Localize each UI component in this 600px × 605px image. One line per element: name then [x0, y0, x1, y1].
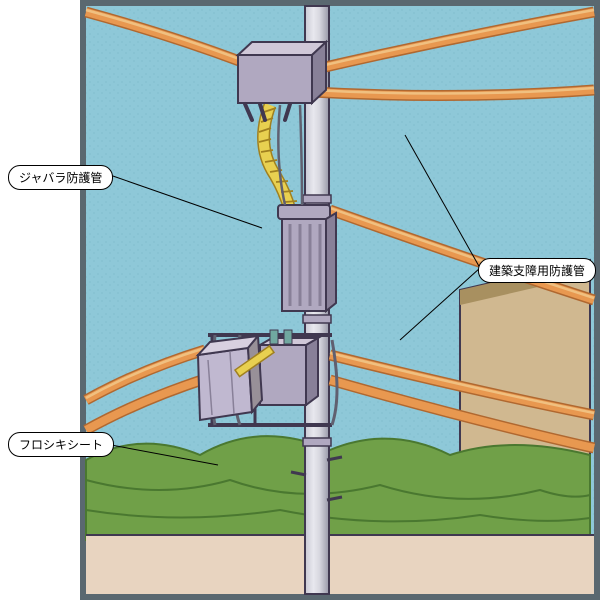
label-kenchiku-text: 建築支障用防護管 [489, 264, 585, 278]
transformer [278, 205, 336, 311]
hedge [86, 436, 590, 540]
label-furoshiki: フロシキシート [8, 432, 114, 457]
label-kenchiku: 建築支障用防護管 [478, 258, 596, 283]
furoshiki-sheet [198, 336, 262, 420]
label-jabara-text: ジャバラ防護管 [19, 171, 102, 185]
label-furoshiki-text: フロシキシート [19, 438, 103, 452]
utility-pole-illustration [80, 0, 600, 600]
label-jabara: ジャバラ防護管 [8, 165, 113, 190]
